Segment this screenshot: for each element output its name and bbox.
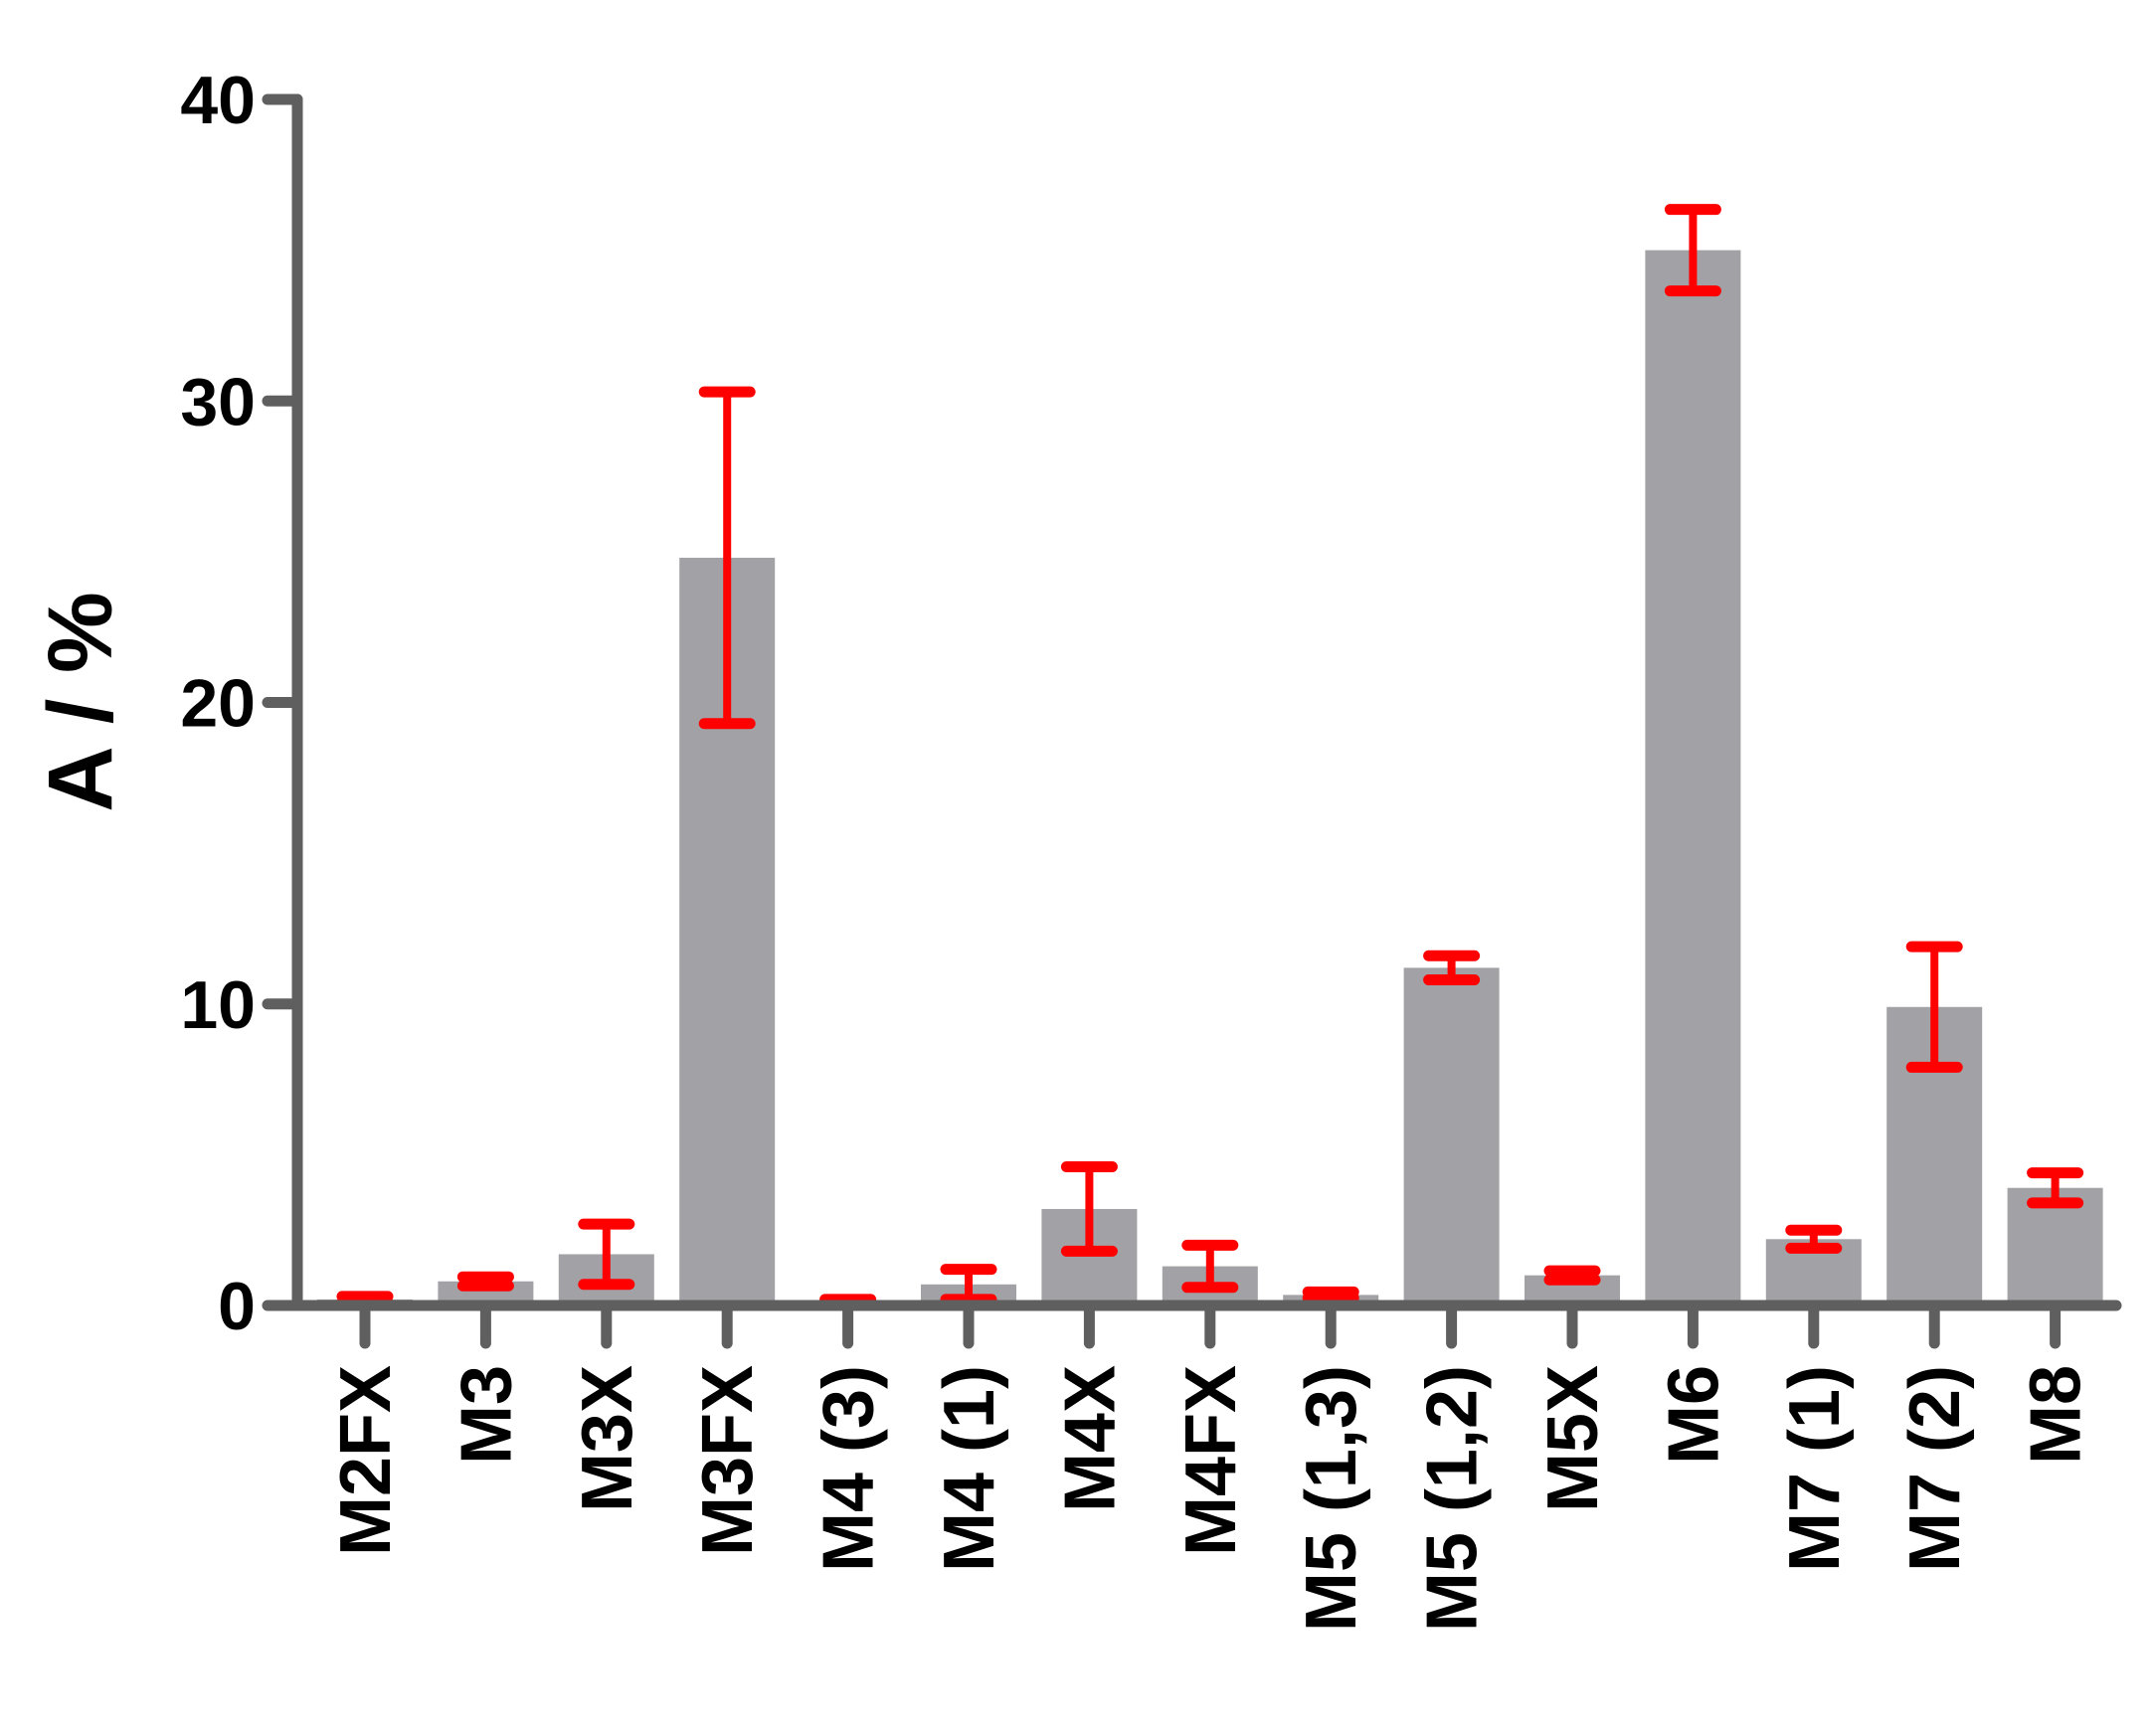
bar bbox=[1645, 250, 1741, 1305]
x-tick-label: M3 bbox=[447, 1365, 526, 1465]
error-bar bbox=[1905, 941, 1963, 1073]
error-bar bbox=[698, 386, 756, 730]
y-tick-label: 0 bbox=[218, 1269, 256, 1344]
y-tick-label: 20 bbox=[180, 666, 256, 742]
x-tick-label: M6 bbox=[1654, 1365, 1733, 1465]
x-tick-label: M4 (3) bbox=[809, 1365, 889, 1572]
error-bar bbox=[1543, 1265, 1601, 1286]
error-bar bbox=[1423, 950, 1481, 985]
error-bar bbox=[2027, 1167, 2084, 1209]
bar bbox=[1403, 967, 1500, 1305]
x-tick-label: M7 (1) bbox=[1775, 1365, 1855, 1572]
x-tick-label: M8 bbox=[2017, 1365, 2096, 1465]
x-tick-label: M5 (1,2) bbox=[1413, 1365, 1493, 1632]
error-bar bbox=[1060, 1161, 1118, 1257]
x-tick-label: M3FX bbox=[688, 1365, 768, 1556]
y-tick-label: 30 bbox=[180, 364, 256, 439]
y-tick-label: 40 bbox=[180, 63, 256, 138]
error-bar bbox=[940, 1264, 997, 1305]
error-bar bbox=[1302, 1286, 1359, 1303]
x-tick-label: M5X bbox=[1533, 1365, 1613, 1512]
x-tick-label: M4FX bbox=[1171, 1365, 1251, 1556]
error-bar bbox=[456, 1271, 514, 1292]
error-bar bbox=[1181, 1239, 1239, 1294]
error-bar bbox=[1785, 1224, 1843, 1254]
x-tick-label: M4 (1) bbox=[930, 1365, 1009, 1572]
x-tick-label: M4X bbox=[1050, 1365, 1130, 1512]
x-tick-label: M5 (1,3) bbox=[1292, 1365, 1371, 1632]
error-bars-layer bbox=[336, 204, 2084, 1308]
error-bar bbox=[578, 1218, 635, 1291]
labels-layer: 0 10 20 30 40 M2FX M3 M3X M3FX M4 (3) M4 (1) M4X M4F… bbox=[30, 63, 2096, 1632]
axes-layer bbox=[262, 93, 2122, 1349]
y-tick-label: 10 bbox=[180, 967, 256, 1043]
x-tick-label: M3X bbox=[568, 1365, 647, 1512]
error-bar bbox=[1664, 204, 1721, 297]
y-axis-title: A / % bbox=[30, 592, 131, 812]
x-tick-label: M7 (2) bbox=[1895, 1365, 1975, 1572]
bars-layer bbox=[317, 250, 2103, 1305]
x-tick-label: M2FX bbox=[326, 1365, 406, 1556]
